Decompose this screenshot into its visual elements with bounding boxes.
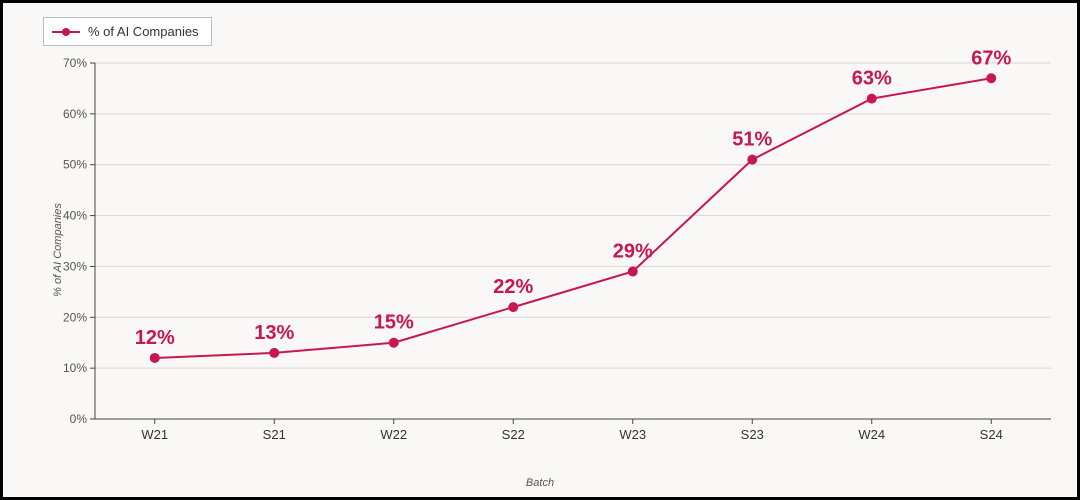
value-label: 15% bbox=[374, 312, 414, 334]
x-tick-label: S24 bbox=[980, 427, 1003, 442]
legend-label: % of AI Companies bbox=[88, 24, 199, 39]
y-tick-label: 30% bbox=[63, 259, 87, 273]
x-tick-label: S23 bbox=[741, 427, 764, 442]
value-label: 63% bbox=[852, 68, 892, 90]
series-line bbox=[155, 78, 992, 358]
data-point bbox=[628, 267, 638, 277]
value-label: 22% bbox=[493, 276, 533, 298]
x-tick-label: W24 bbox=[858, 427, 885, 442]
y-tick-label: 40% bbox=[63, 209, 87, 223]
x-tick-label: W21 bbox=[141, 427, 168, 442]
data-point bbox=[269, 348, 279, 358]
data-point bbox=[389, 338, 399, 348]
y-tick-label: 0% bbox=[70, 412, 88, 426]
data-point bbox=[508, 302, 518, 312]
data-point bbox=[747, 155, 757, 165]
x-tick-label: S21 bbox=[263, 427, 286, 442]
y-tick-label: 10% bbox=[63, 361, 87, 375]
y-tick-label: 50% bbox=[63, 158, 87, 172]
y-tick-label: 20% bbox=[63, 310, 87, 324]
data-point bbox=[986, 73, 996, 83]
value-label: 12% bbox=[135, 327, 175, 349]
legend: % of AI Companies bbox=[43, 17, 212, 46]
x-axis-title: Batch bbox=[526, 477, 554, 489]
value-label: 13% bbox=[254, 322, 294, 344]
x-tick-label: W23 bbox=[619, 427, 646, 442]
line-chart: 0% 10% 20% 30% 40% 50% 60% 70% W21 S21 W22 S22 W23 S2… bbox=[51, 13, 1061, 473]
y-tick-label: 60% bbox=[63, 107, 87, 121]
data-point bbox=[150, 353, 160, 363]
value-label: 67% bbox=[971, 47, 1011, 69]
y-tick-label: 70% bbox=[63, 56, 87, 70]
value-label: 51% bbox=[732, 129, 772, 151]
legend-swatch bbox=[52, 25, 80, 39]
x-tick-label: W22 bbox=[380, 427, 407, 442]
x-tick-label: S22 bbox=[502, 427, 525, 442]
value-label: 29% bbox=[613, 241, 653, 263]
data-point bbox=[867, 94, 877, 104]
chart-frame: % of AI Companies % of AI Companies Batc… bbox=[0, 0, 1080, 500]
legend-dot bbox=[62, 28, 70, 36]
